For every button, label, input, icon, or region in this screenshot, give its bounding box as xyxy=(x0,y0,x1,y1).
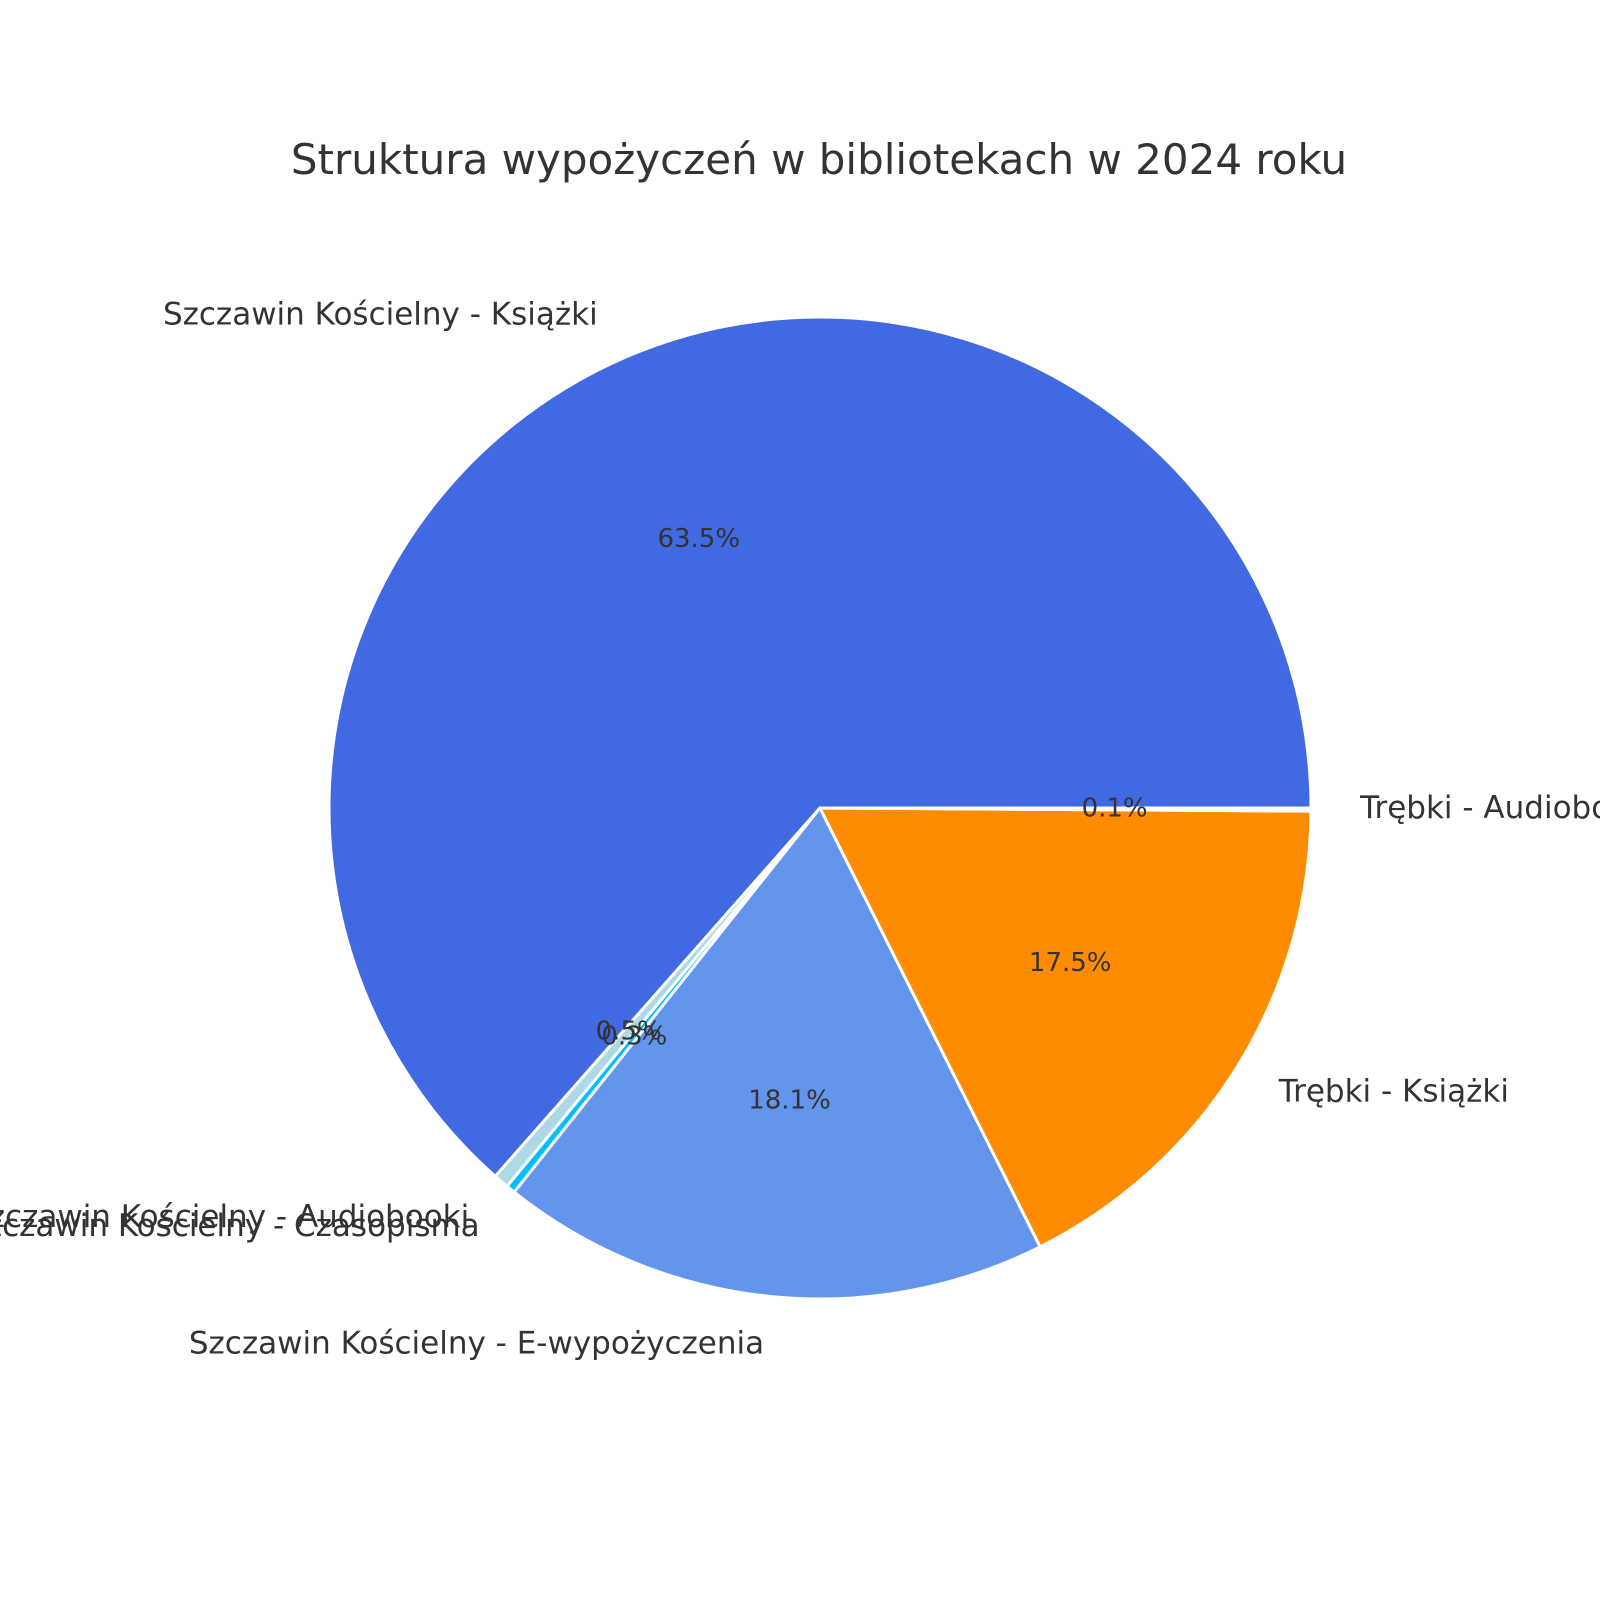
slice-label-szczawin-koscielny-ksiazki: Szczawin Kościelny - Książki xyxy=(163,296,598,332)
percent-label-szczawin-koscielny-e-wypozyczenia: 18.1% xyxy=(748,1086,831,1116)
pie-slice-trebki-audiobooki xyxy=(818,806,1313,813)
slice-label-trebki-ksiazki: Trębki - Książki xyxy=(1278,1074,1509,1110)
slice-label-szczawin-koscielny-czasopisma: Szczawin Kościelny - Czasopisma xyxy=(0,1208,480,1244)
pie-slice-trebki-ksiazki xyxy=(818,806,1313,1249)
percent-label-szczawin-koscielny-audiobooki: 0.5% xyxy=(596,1017,662,1047)
percent-labels: 63.5% 0.5%0.3% 18.1% 17.5% 0.1% xyxy=(596,524,1148,1116)
percent-label-szczawin-koscielny-ksiazki: 63.5% xyxy=(657,524,740,554)
percent-label-trebki-ksiazki: 17.5% xyxy=(1029,948,1112,978)
chart-title: Struktura wypożyczeń w bibliotekach w 20… xyxy=(291,135,1347,184)
slice-label-szczawin-koscielny-audiobooki: Szczawin Kościelny - Audiobooki xyxy=(0,1199,469,1235)
slice-labels: Szczawin Kościelny - Książki Szczawin Koś… xyxy=(0,296,1600,1361)
pie-slice-szczawin-koscielny-ksiazki xyxy=(327,315,1313,1178)
slice-label-trebki-audiobooki: Trębki - Audiobooki xyxy=(1359,790,1600,826)
pie-slice-szczawin-koscielny-e-wypozyczenia xyxy=(512,806,1042,1301)
pie-slices xyxy=(327,315,1313,1301)
percent-label-trebki-audiobooki: 0.1% xyxy=(1082,793,1148,823)
percent-label-szczawin-koscielny-czasopisma: 0.3% xyxy=(601,1021,667,1051)
slice-label-szczawin-koscielny-e-wypozyczenia: Szczawin Kościelny - E-wypożyczenia xyxy=(189,1326,764,1362)
